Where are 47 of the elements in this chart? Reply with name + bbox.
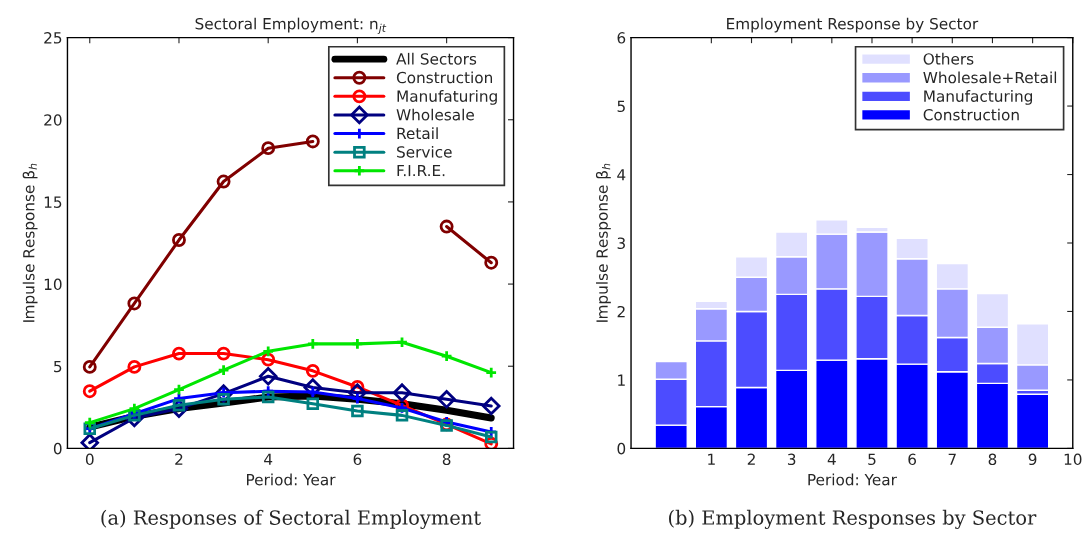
x-tick-label: 2 — [747, 453, 755, 465]
y-axis-title: Impulse Response β$_{h}$ — [22, 163, 38, 322]
x-tick-label: 6 — [908, 453, 917, 466]
legend-label: Wholesale+Retail — [923, 71, 1057, 84]
legend-label: All Sectors — [396, 52, 477, 65]
chart-title: Sectoral Employment: n$_{jt}$ — [195, 17, 387, 34]
x-tick-label: 4 — [827, 453, 836, 465]
text: (b) Employment Responses by Sector — [669, 509, 1037, 529]
legend-label: F.I.R.E. — [397, 164, 445, 177]
legend-label: Manufaturing — [397, 90, 497, 105]
y-tick-label: 20 — [44, 114, 62, 126]
y-tick-label: 0 — [53, 442, 62, 455]
x-tick-label: 7 — [948, 453, 956, 465]
y-axis-title: Impulse Response β$_{h}$ — [595, 163, 611, 322]
text: (a) Responses of Sectoral Employment — [101, 509, 481, 529]
x-tick-label: 4 — [264, 453, 273, 465]
legend-label: Wholesale — [396, 108, 474, 121]
x-tick-label: 3 — [787, 453, 796, 466]
y-tick-label: 6 — [617, 32, 626, 44]
x-tick-label: 6 — [353, 453, 362, 466]
x-tick-label: 5 — [868, 453, 876, 466]
x-tick-label: 8 — [442, 453, 451, 466]
x-axis-title: Period: Year — [808, 473, 897, 486]
x-tick-label: 0 — [85, 453, 94, 466]
legend-label: Construction — [396, 71, 493, 84]
x-tick-label: 9 — [1028, 453, 1037, 466]
y-tick-label: 0 — [617, 442, 626, 455]
y-tick-label: 5 — [54, 360, 62, 373]
y-tick-label: 25 — [44, 32, 62, 44]
x-axis-title: Period: Year — [247, 473, 336, 486]
y-tick-label: 1 — [618, 374, 625, 386]
x-tick-label: 10 — [1064, 453, 1082, 466]
x-tick-label: 8 — [988, 453, 997, 466]
legend-label: Manufacturing — [924, 90, 1033, 105]
y-tick-label: 2 — [617, 305, 625, 318]
y-tick-label: 4 — [617, 169, 626, 181]
legend-label: Others — [923, 52, 974, 65]
y-tick-label: 5 — [617, 100, 625, 113]
x-tick-label: 2 — [175, 453, 183, 465]
x-tick-label: 1 — [708, 453, 715, 465]
y-tick-label: 3 — [617, 237, 625, 250]
legend-label: Construction — [923, 108, 1019, 121]
chart-title: Employment Response by Sector — [727, 17, 979, 33]
legend-label: Retail — [397, 127, 438, 140]
y-tick-label: 10 — [44, 278, 62, 291]
y-tick-label: 15 — [44, 196, 62, 208]
legend-label: Service — [397, 145, 452, 158]
